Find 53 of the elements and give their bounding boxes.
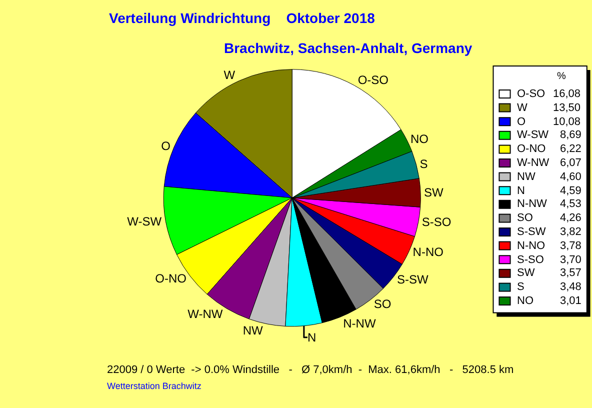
slice-label: O-SO	[358, 73, 388, 88]
legend-label: SO	[517, 212, 534, 224]
legend-label: N-NW	[517, 198, 548, 210]
legend-label: S	[517, 281, 524, 293]
legend-title: %	[557, 71, 566, 82]
data-label: 3,01	[560, 295, 582, 307]
slice-label: S-SW	[396, 272, 429, 287]
data-label: 4,60	[560, 171, 582, 183]
data-label: 3,48	[560, 281, 582, 293]
data-label: 6,22	[560, 143, 582, 155]
data-label: 4,26	[560, 212, 582, 224]
slice-label: N	[307, 330, 316, 344]
data-label: 10,08	[553, 116, 581, 128]
legend-label: W-SW	[517, 129, 550, 141]
slice-label: S-SO	[422, 215, 452, 230]
legend-label: S-SO	[517, 254, 544, 266]
legend-label: O-SO	[517, 88, 546, 100]
legend-label: NW	[517, 171, 536, 183]
slice-label: N-NW	[343, 316, 376, 330]
data-label: 3,82	[560, 226, 582, 238]
data-label: 3,78	[560, 240, 582, 252]
legend-label: NO	[517, 295, 534, 307]
legend-label: N-NO	[517, 240, 546, 252]
data-label: 16,08	[553, 88, 581, 100]
slice-label: O-NO	[155, 272, 187, 286]
slice-label: N-NO	[412, 244, 444, 259]
slice-label: NW	[242, 324, 264, 338]
legend-label: N	[517, 185, 525, 197]
slice-label: W-NW	[188, 306, 224, 321]
slice-label: SW	[424, 186, 444, 200]
slice-label: SO	[374, 297, 392, 312]
data-label: 13,50	[553, 102, 581, 114]
chart-title: Verteilung Windrichtung Oktober 2018	[109, 10, 376, 26]
legend-label: W	[517, 102, 528, 114]
legend-label: SW	[517, 267, 536, 279]
slice-label: W-SW	[127, 214, 162, 229]
data-label: 3,57	[560, 267, 582, 279]
data-label: 4,53	[560, 198, 582, 210]
slice-label: NO	[410, 132, 428, 146]
text: Wetterstation Brachwitz	[107, 381, 202, 391]
slice-label: S	[420, 157, 428, 172]
text: 22009 / 0 Werte -> 0.0% Windstille - Ø 7,0km/h - Max. 61,6km/h - 5208.5 km	[107, 364, 514, 376]
legend-label: O	[517, 116, 526, 128]
legend-label: O-NO	[517, 143, 546, 155]
chart-subtitle: Brachwitz, Sachsen-Anhalt, Germany	[224, 40, 472, 56]
legend-label: S-SW	[517, 226, 546, 238]
slice-label: O	[161, 139, 171, 154]
data-label: 3,70	[560, 254, 582, 266]
data-label: 4,59	[560, 185, 582, 197]
slice-label: W	[224, 68, 236, 82]
data-label: 8,69	[560, 129, 582, 141]
data-label: 6,07	[560, 157, 582, 169]
legend-label: W-NW	[517, 157, 550, 169]
